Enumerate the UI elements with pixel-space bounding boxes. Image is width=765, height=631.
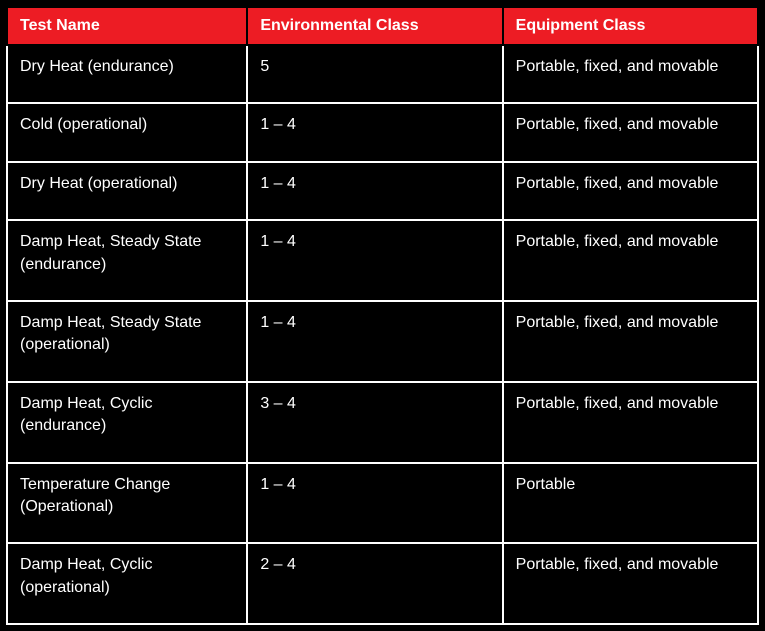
table-header-row: Test Name Environmental Class Equipment … (7, 7, 758, 45)
table-row: Dry Heat (endurance) 5 Portable, fixed, … (7, 45, 758, 103)
table-row: Damp Heat, Cyclic (operational) 2 – 4 Po… (7, 543, 758, 624)
cell-equip-class: Portable, fixed, and movable (503, 220, 758, 301)
cell-test-name: Dry Heat (operational) (7, 162, 247, 220)
table-row: Damp Heat, Steady State (endurance) 1 – … (7, 220, 758, 301)
cell-env-class: 1 – 4 (247, 162, 502, 220)
col-header-env-class: Environmental Class (247, 7, 502, 45)
cell-test-name: Damp Heat, Steady State (operational) (7, 301, 247, 382)
cell-test-name: Dry Heat (endurance) (7, 45, 247, 103)
cell-env-class: 1 – 4 (247, 103, 502, 161)
cell-equip-class: Portable, fixed, and movable (503, 162, 758, 220)
cell-equip-class: Portable, fixed, and movable (503, 103, 758, 161)
cell-env-class: 1 – 4 (247, 301, 502, 382)
cell-env-class: 5 (247, 45, 502, 103)
table-row: Cold (operational) 1 – 4 Portable, fixed… (7, 103, 758, 161)
table-row: Damp Heat, Steady State (operational) 1 … (7, 301, 758, 382)
cell-equip-class: Portable, fixed, and movable (503, 543, 758, 624)
table-row: Dry Heat (operational) 1 – 4 Portable, f… (7, 162, 758, 220)
cell-equip-class: Portable, fixed, and movable (503, 382, 758, 463)
col-header-equip-class: Equipment Class (503, 7, 758, 45)
cell-env-class: 3 – 4 (247, 382, 502, 463)
cell-equip-class: Portable, fixed, and movable (503, 301, 758, 382)
col-header-test-name: Test Name (7, 7, 247, 45)
table-row: Temperature Change (Operational) 1 – 4 P… (7, 463, 758, 544)
table-row: Damp Heat, Cyclic (endurance) 3 – 4 Port… (7, 382, 758, 463)
cell-env-class: 1 – 4 (247, 220, 502, 301)
cell-test-name: Cold (operational) (7, 103, 247, 161)
cell-equip-class: Portable (503, 463, 758, 544)
cell-equip-class: Portable, fixed, and movable (503, 45, 758, 103)
cell-test-name: Damp Heat, Cyclic (endurance) (7, 382, 247, 463)
cell-test-name: Damp Heat, Cyclic (operational) (7, 543, 247, 624)
cell-test-name: Temperature Change (Operational) (7, 463, 247, 544)
cell-env-class: 2 – 4 (247, 543, 502, 624)
environmental-test-table: Test Name Environmental Class Equipment … (6, 6, 759, 625)
cell-env-class: 1 – 4 (247, 463, 502, 544)
cell-test-name: Damp Heat, Steady State (endurance) (7, 220, 247, 301)
